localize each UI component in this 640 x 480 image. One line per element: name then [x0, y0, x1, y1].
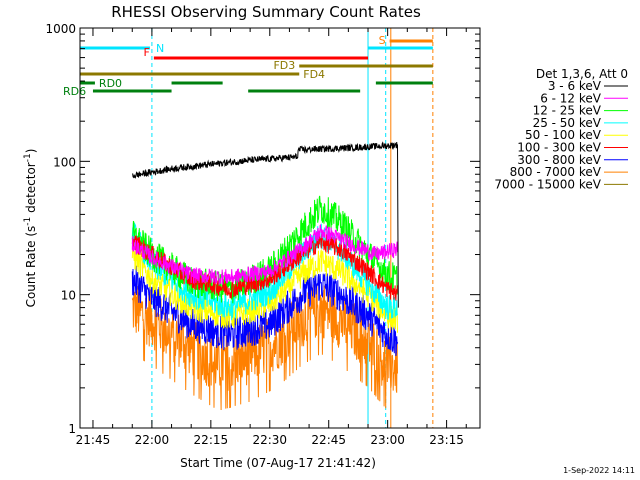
- legend-header: Det 1,3,6, Att 0: [536, 67, 628, 81]
- y-tick-label-1: 10: [61, 289, 76, 303]
- legend-label-800-7000-kev: 800 - 7000 keV: [510, 165, 602, 179]
- flag-bars: N S F FD3 FD4 RD0 RD6: [63, 34, 433, 98]
- flag-label-fd4: FD4: [303, 68, 325, 81]
- flag-label-rd6: RD6: [63, 85, 86, 98]
- series-line-300-800-kev: [131, 265, 398, 357]
- series-line-3-6-kev: [132, 141, 399, 308]
- legend-label-50-100-kev: 50 - 100 keV: [525, 128, 602, 142]
- series-lines: [131, 141, 399, 411]
- flag-label-f: F: [144, 46, 150, 59]
- series-line-6-12-kev: [131, 223, 398, 285]
- y-axis-label: Count Rate (s-1 detector-1): [23, 149, 38, 308]
- legend-label-12-25-kev: 12 - 25 keV: [533, 104, 602, 118]
- legend-label-7000-15000-kev: 7000 - 15000 keV: [494, 177, 601, 191]
- legend-label-300-800-kev: 300 - 800 keV: [517, 153, 601, 167]
- flag-label-s: S: [379, 34, 386, 47]
- x-tick-label-3: 22:30: [252, 433, 287, 447]
- x-axis-label: Start Time (07-Aug-17 21:41:42): [180, 456, 376, 470]
- y-tick-label-0: 1: [68, 422, 76, 436]
- plot-area: N S F FD3 FD4 RD0 RD6 21:45 22:00 22:15 22:30 22:4…: [45, 22, 481, 447]
- footer-date: 1-Sep-2022 14:11: [563, 466, 635, 475]
- x-tick-label-6: 23:15: [429, 433, 464, 447]
- legend-label-3-6-kev: 3 - 6 keV: [548, 79, 602, 93]
- y-tick-label-3: 1000: [45, 22, 76, 36]
- chart-title: RHESSI Observing Summary Count Rates: [111, 3, 421, 21]
- legend-label-100-300-kev: 100 - 300 keV: [517, 141, 601, 155]
- x-tick-label-2: 22:15: [194, 433, 229, 447]
- y-tick-label-2: 100: [53, 155, 76, 169]
- legend-label-25-50-kev: 25 - 50 keV: [533, 116, 602, 130]
- axes: 21:45 22:00 22:15 22:30 22:45 23:00 23:15 1 10 10…: [45, 22, 480, 447]
- x-tick-label-1: 22:00: [135, 433, 170, 447]
- series-line-25-50-kev: [131, 222, 398, 321]
- flag-label-n: N: [156, 42, 164, 55]
- plot-frame: [79, 27, 481, 429]
- x-tick-label-0: 21:45: [76, 433, 111, 447]
- flag-label-rd0: RD0: [99, 77, 122, 90]
- x-tick-label-5: 23:00: [370, 433, 405, 447]
- flag-label-fd3: FD3: [273, 59, 295, 72]
- x-tick-label-4: 22:45: [311, 433, 346, 447]
- legend-label-6-12-kev: 6 - 12 keV: [540, 91, 602, 105]
